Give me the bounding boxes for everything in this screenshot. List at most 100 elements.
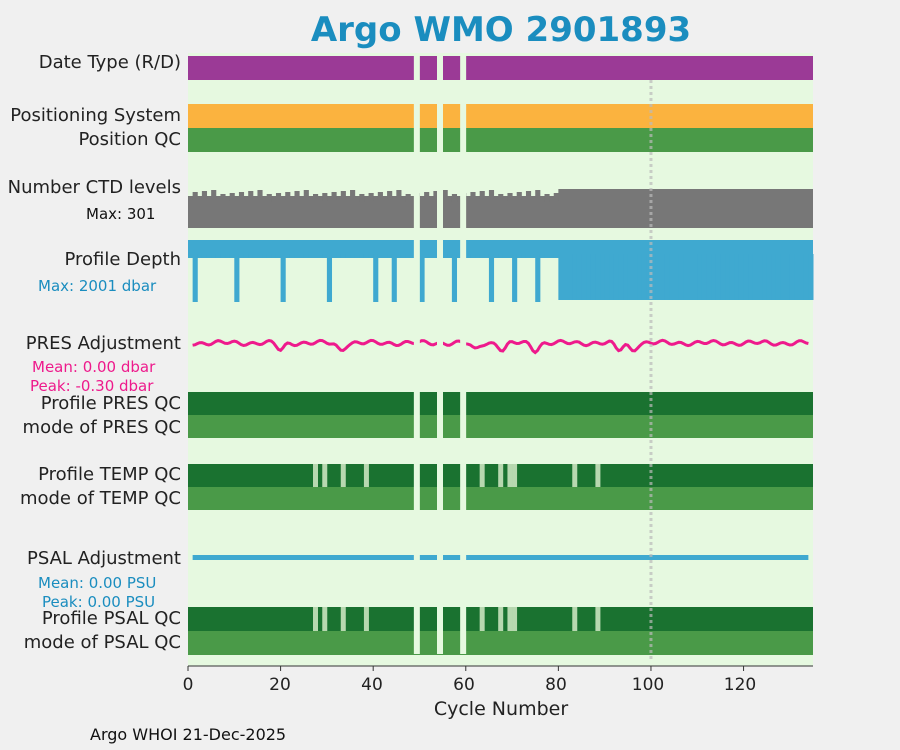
profile-depth-column bbox=[470, 254, 476, 258]
profile-pres-qc-bar bbox=[188, 392, 813, 415]
profile-depth-column bbox=[382, 254, 388, 258]
row-label-mode-pres-qc: mode of PRES QC bbox=[22, 417, 181, 438]
profile-depth-column bbox=[502, 254, 508, 258]
profile-depth-column bbox=[308, 254, 314, 258]
profile-depth-column bbox=[674, 254, 680, 300]
psal-adjustment-line bbox=[192, 555, 809, 560]
profile-depth-column bbox=[729, 254, 735, 300]
profile-depth-top-bar bbox=[188, 240, 813, 254]
ctd-levels-column bbox=[192, 192, 198, 200]
profile-depth-column bbox=[377, 254, 383, 258]
ctd-levels-column bbox=[396, 190, 402, 198]
pres-adjustment-line bbox=[192, 338, 809, 355]
mode-psal-qc-bar bbox=[188, 631, 813, 655]
ctd-levels-column bbox=[285, 192, 291, 200]
temp-qc-flag-mark bbox=[512, 464, 518, 487]
profile-depth-column bbox=[248, 254, 254, 258]
row-label-profile-temp-qc: Profile TEMP QC bbox=[38, 464, 181, 485]
profile-depth-column bbox=[660, 254, 666, 300]
ctd-levels-column bbox=[340, 191, 346, 199]
temp-qc-flag-mark bbox=[479, 464, 485, 487]
date-type-bar bbox=[188, 56, 813, 80]
profile-depth-column bbox=[683, 254, 689, 300]
profile-depth-column bbox=[785, 254, 791, 300]
profile-depth-column bbox=[595, 254, 601, 300]
profile-depth-column bbox=[525, 254, 532, 258]
profile-depth-column bbox=[354, 254, 360, 258]
profile-depth-column bbox=[299, 254, 305, 258]
profile-depth-column bbox=[350, 254, 356, 258]
profile-depth-column bbox=[669, 254, 675, 300]
profile-depth-column bbox=[692, 254, 698, 300]
plot-background bbox=[188, 53, 813, 666]
temp-qc-flag-mark bbox=[340, 464, 346, 487]
ctd-levels-column bbox=[266, 194, 272, 202]
x-tick-label: 80 bbox=[545, 675, 567, 695]
ctd-levels-column bbox=[257, 190, 263, 198]
psal-qc-flag-mark bbox=[595, 607, 601, 631]
x-tick-label: 20 bbox=[269, 675, 291, 695]
profile-depth-column bbox=[405, 254, 411, 258]
profile-depth-column bbox=[396, 254, 402, 258]
profile-depth-column bbox=[803, 254, 809, 300]
profile-depth-column bbox=[326, 254, 333, 302]
profile-depth-column bbox=[771, 254, 777, 300]
profile-depth-column bbox=[627, 254, 633, 300]
row-label-profile-depth: Profile Depth bbox=[64, 249, 181, 270]
profile-depth-column bbox=[317, 254, 323, 258]
psal-qc-flag-mark bbox=[572, 607, 578, 631]
profile-depth-column bbox=[442, 254, 448, 258]
ctd-levels-column bbox=[405, 194, 411, 202]
ctd-levels-column bbox=[544, 194, 550, 202]
profile-depth-column bbox=[738, 254, 745, 300]
x-tick-label: 60 bbox=[453, 675, 475, 695]
profile-depth-column bbox=[706, 254, 712, 300]
ctd-levels-column bbox=[498, 194, 504, 202]
profile-depth-column bbox=[410, 254, 416, 258]
ctd-levels-column bbox=[516, 192, 522, 200]
profile-depth-column bbox=[289, 254, 295, 258]
psal-qc-flag-mark bbox=[363, 607, 369, 631]
x-tick-label: 40 bbox=[361, 675, 383, 695]
profile-depth-column bbox=[257, 254, 263, 258]
profile-depth-column bbox=[215, 254, 221, 258]
profile-depth-column bbox=[655, 254, 661, 300]
ctd-levels-column bbox=[470, 192, 476, 200]
profile-depth-column bbox=[604, 254, 610, 300]
ctd-levels-column bbox=[303, 190, 309, 198]
x-tick-label: 0 bbox=[182, 675, 194, 695]
profile-depth-column bbox=[424, 254, 430, 258]
profile-depth-column bbox=[720, 254, 726, 300]
profile-depth-column bbox=[715, 254, 721, 300]
footer-credit: Argo WHOI 21-Dec-2025 bbox=[90, 725, 287, 744]
profile-depth-column bbox=[447, 254, 453, 258]
profile-depth-column bbox=[303, 254, 309, 258]
profile-depth-column bbox=[576, 254, 583, 300]
profile-depth-column bbox=[475, 254, 481, 258]
profile-depth-column bbox=[201, 254, 208, 258]
psal-mean-annotation: Mean: 0.00 PSU bbox=[38, 574, 157, 592]
profile-depth-column bbox=[206, 254, 212, 258]
row-label-mode-temp-qc: mode of TEMP QC bbox=[19, 488, 181, 509]
ctd-levels-column bbox=[507, 193, 513, 201]
profile-depth-column bbox=[558, 254, 564, 300]
psal-qc-flag-mark bbox=[322, 607, 328, 631]
x-tick-label: 100 bbox=[631, 675, 665, 695]
profile-depth-column bbox=[743, 254, 749, 300]
profile-depth-column bbox=[544, 254, 550, 258]
ctd-levels-column bbox=[368, 193, 374, 201]
profile-depth-column bbox=[238, 254, 245, 258]
profile-depth-column bbox=[340, 254, 346, 258]
x-axis-label: Cycle Number bbox=[433, 698, 569, 720]
profile-depth-column bbox=[581, 254, 587, 300]
profile-depth-column bbox=[637, 254, 643, 300]
profile-depth-column bbox=[697, 254, 703, 300]
profile-depth-column bbox=[553, 254, 559, 258]
profile-depth-column bbox=[294, 254, 300, 258]
ctd-levels-column bbox=[387, 191, 393, 199]
pres-peak-annotation: Peak: -0.30 dbar bbox=[30, 377, 154, 395]
profile-depth-column bbox=[456, 254, 462, 258]
profile-depth-column bbox=[275, 254, 282, 258]
row-label-profile-pres-qc: Profile PRES QC bbox=[40, 393, 181, 414]
